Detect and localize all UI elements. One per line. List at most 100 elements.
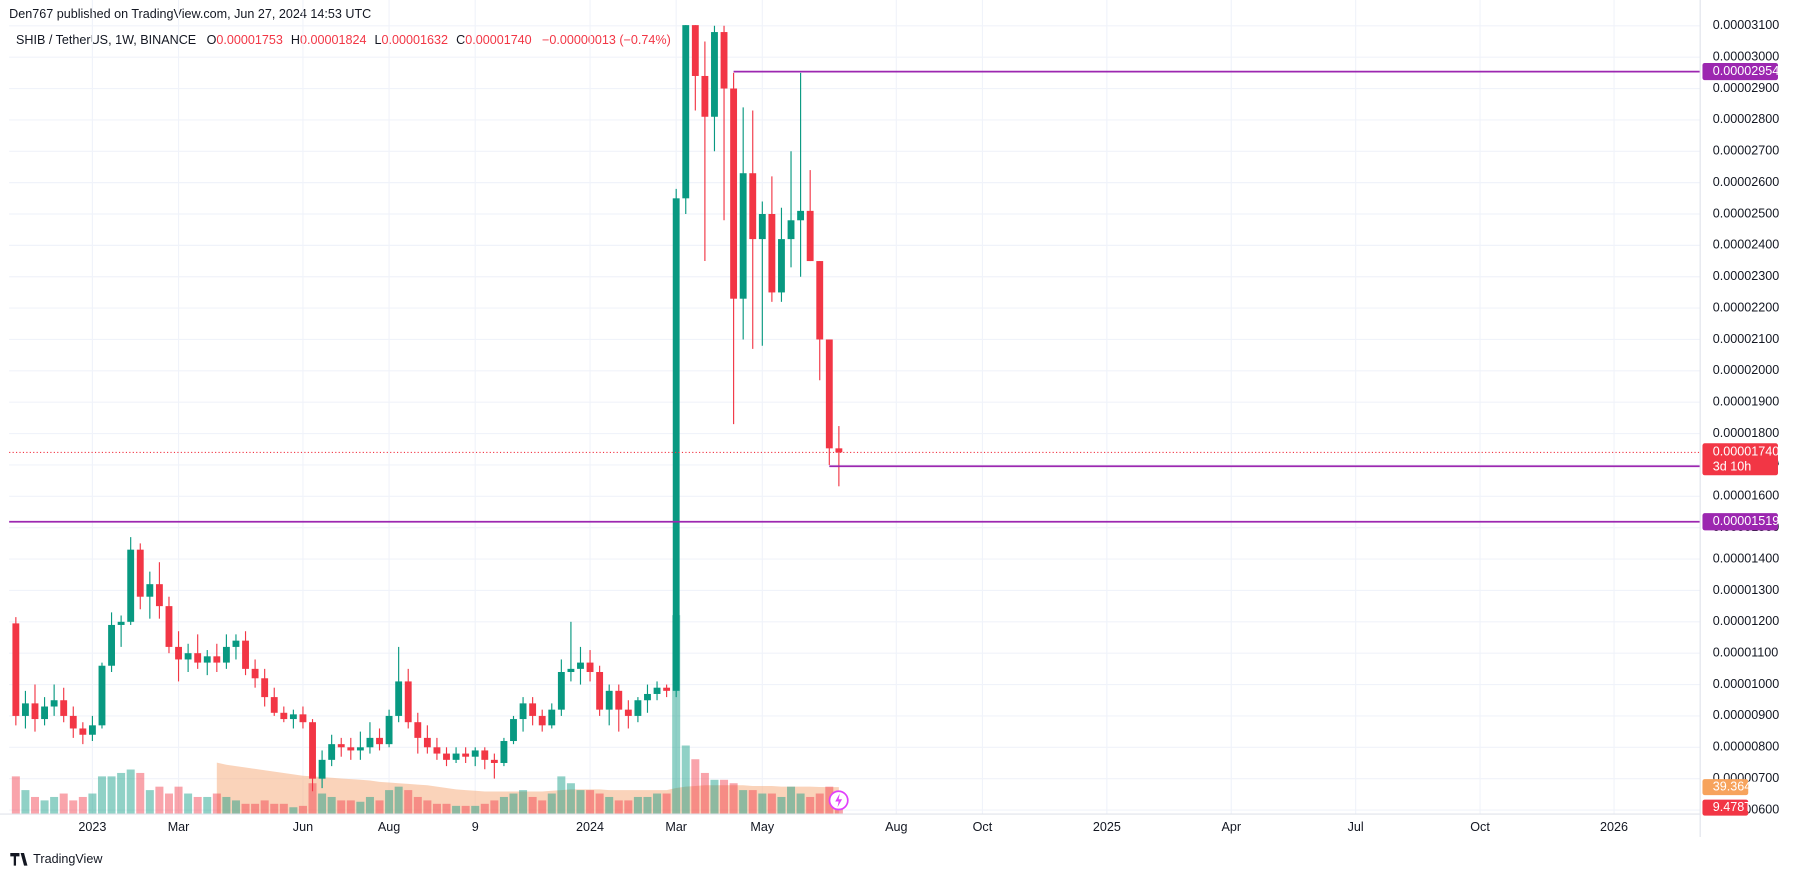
y-tick-label: 0.00002900 bbox=[1713, 81, 1779, 95]
legend-key: H bbox=[291, 33, 300, 47]
volume-bar bbox=[586, 790, 595, 815]
candle-body bbox=[127, 549, 135, 622]
candle-body bbox=[768, 214, 776, 293]
volume-bar bbox=[806, 796, 815, 815]
candle-body bbox=[108, 624, 115, 666]
candle-body bbox=[644, 693, 651, 701]
x-tick-label: Apr bbox=[1221, 820, 1241, 834]
candle-body bbox=[701, 75, 709, 117]
candle-body bbox=[414, 722, 422, 738]
candle-body bbox=[280, 712, 288, 720]
candle-body bbox=[691, 25, 699, 76]
volume-bar bbox=[88, 793, 97, 815]
volume-bar bbox=[107, 776, 116, 815]
volume-bar bbox=[241, 803, 250, 815]
candle-body bbox=[194, 653, 202, 663]
candle-body bbox=[328, 744, 336, 760]
volume-bar bbox=[471, 805, 480, 815]
x-tick-label: 2025 bbox=[1093, 820, 1121, 834]
volume-bar bbox=[499, 796, 508, 815]
y-tick-label: 0.00002500 bbox=[1713, 206, 1779, 220]
volume-bar bbox=[490, 800, 499, 815]
candle-body bbox=[433, 747, 441, 754]
volume-bar bbox=[624, 800, 633, 815]
candle-body bbox=[797, 210, 805, 221]
candle-body bbox=[232, 640, 240, 647]
candle-body bbox=[634, 700, 642, 716]
candle-body bbox=[270, 697, 278, 713]
candle-body bbox=[567, 668, 575, 673]
candle-body bbox=[510, 719, 517, 742]
candle-body bbox=[175, 646, 182, 660]
y-tick-label: 0.00003000 bbox=[1713, 49, 1779, 63]
legend-value: 0.00001753 bbox=[216, 33, 282, 47]
volume-bar bbox=[318, 793, 327, 815]
candle-body bbox=[624, 709, 632, 716]
candle-body bbox=[596, 672, 604, 710]
candle-body bbox=[50, 700, 58, 707]
candle-body bbox=[663, 687, 671, 691]
volume-bar bbox=[40, 800, 49, 815]
candle-body bbox=[347, 747, 355, 751]
y-tick-label: 0.00001800 bbox=[1713, 426, 1779, 440]
volume-bar bbox=[298, 805, 307, 815]
volume-bar bbox=[337, 800, 346, 815]
volume-bar bbox=[251, 803, 260, 815]
candle-body bbox=[117, 621, 125, 625]
volume-bar bbox=[174, 786, 183, 815]
y-tick-label: 0.00001200 bbox=[1713, 614, 1779, 628]
candle-body bbox=[88, 725, 96, 735]
x-tick-label: Oct bbox=[973, 820, 993, 834]
candle-body bbox=[615, 690, 623, 710]
x-tick-label: May bbox=[750, 820, 774, 834]
legend-key: L bbox=[375, 33, 382, 47]
candle-body bbox=[471, 750, 479, 757]
volume-bar bbox=[356, 801, 365, 815]
volume-bar bbox=[270, 803, 279, 815]
candle-body bbox=[376, 737, 383, 745]
volume-bar bbox=[729, 783, 738, 815]
level-label: 0.00002954 bbox=[1713, 64, 1779, 78]
x-tick-label: Aug bbox=[378, 820, 400, 834]
volume-bar bbox=[308, 783, 317, 815]
candle-body bbox=[806, 210, 814, 262]
candle-body bbox=[165, 606, 173, 647]
candle-body bbox=[548, 709, 556, 726]
y-tick-label: 0.00001600 bbox=[1713, 489, 1779, 503]
volume-bar bbox=[126, 769, 135, 815]
candle-body bbox=[21, 703, 29, 716]
publish-info: Den767 published on TradingView.com, Jun… bbox=[9, 7, 371, 21]
candle-body bbox=[816, 261, 824, 340]
candle-body bbox=[481, 750, 489, 760]
level-label: 0.00001519 bbox=[1713, 514, 1779, 528]
candle-body bbox=[356, 747, 364, 751]
y-tick-label: 0.00001900 bbox=[1713, 395, 1779, 409]
volume-bar bbox=[538, 800, 547, 815]
volume-bar bbox=[653, 793, 662, 815]
volume-ma-area bbox=[216, 762, 839, 815]
candle-body bbox=[155, 584, 163, 607]
y-tick-label: 0.00002600 bbox=[1713, 175, 1779, 189]
candle-body bbox=[31, 703, 39, 720]
candle-body bbox=[586, 662, 594, 673]
x-tick-label: 2026 bbox=[1600, 820, 1628, 834]
y-tick-label: 0.00001300 bbox=[1713, 583, 1779, 597]
candle-body bbox=[222, 646, 230, 663]
volume-bar bbox=[50, 796, 59, 815]
volume-bar bbox=[787, 786, 796, 815]
candle-body bbox=[778, 239, 785, 293]
volume-bar bbox=[710, 779, 719, 815]
candle-body bbox=[146, 584, 154, 597]
volume-bar bbox=[30, 796, 39, 815]
alert-bolt bbox=[835, 793, 843, 808]
volume-bar bbox=[203, 796, 212, 815]
volume-bar bbox=[691, 759, 700, 815]
legend-change: −0.00000013 (−0.74%) bbox=[542, 33, 671, 47]
candle-body bbox=[835, 448, 843, 453]
candle-body bbox=[443, 753, 450, 760]
candle-body bbox=[337, 744, 345, 748]
x-tick-label: Jul bbox=[1348, 820, 1364, 834]
volume-bar bbox=[834, 807, 843, 815]
candle-body bbox=[462, 753, 470, 757]
volume-bar bbox=[700, 772, 709, 815]
